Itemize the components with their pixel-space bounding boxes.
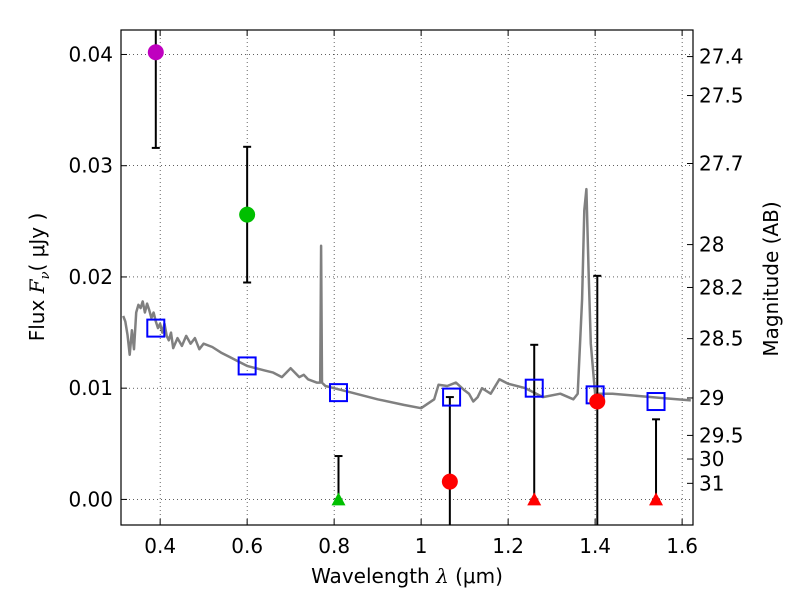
x-tick-label: 1.2 (492, 534, 524, 558)
grid-lines (121, 30, 693, 525)
sed-model-line (122, 187, 691, 410)
axis-ticks: 0.4 0.6 0.8 1 1.2 1.4 1.6 0.00 0.01 0.02 0.03 0.04 2… (68, 30, 744, 558)
x-tick-label: 1.6 (666, 534, 698, 558)
mag-tick-label: 28 (699, 233, 724, 257)
y-tick-label: 0.03 (68, 154, 113, 178)
mag-tick-label: 31 (699, 471, 724, 495)
model-photometry-square (146, 318, 166, 338)
x-tick-label: 0.4 (144, 534, 176, 558)
y-axis-title-text: Flux (25, 300, 49, 342)
mag-tick-label: 29 (699, 386, 724, 410)
y-tick-label: 0.02 (68, 265, 113, 289)
detection-point (239, 206, 256, 223)
detection-point (147, 44, 164, 61)
model-photometry-square (237, 356, 257, 376)
upper-limit-marker (331, 492, 346, 506)
model-photometry-square (442, 387, 462, 407)
x-tick-label: 1.4 (579, 534, 611, 558)
upper-limit-marker (649, 492, 664, 506)
y-tick-label: 0.00 (68, 487, 113, 511)
y-axis-symbol: F (25, 278, 49, 294)
x-axis-title-text: Wavelength (311, 564, 430, 588)
mag-tick-label: 29.5 (699, 423, 744, 447)
plot-frame (120, 29, 694, 526)
x-tick-label: 0.8 (318, 534, 350, 558)
mag-tick-label: 27.5 (699, 84, 744, 108)
x-tick-label: 0.6 (231, 534, 263, 558)
y-axis-title: Flux Fν( μJy ) (25, 213, 53, 342)
upper-limit-markers (331, 492, 664, 506)
model-photometry-square (328, 383, 348, 403)
mag-tick-label: 28.5 (699, 327, 744, 351)
detection-point (589, 393, 606, 410)
x-axis-symbol: λ (435, 564, 449, 588)
y-axis-unit: ( μJy ) (25, 213, 49, 272)
mag-tick-label: 27.7 (699, 151, 744, 175)
y-tick-label: 0.04 (68, 42, 113, 66)
mag-tick-label: 27.4 (699, 45, 744, 69)
plot-area (122, 30, 691, 525)
mag-tick-label: 30 (699, 447, 724, 471)
model-photometry-square (646, 392, 666, 412)
y-axis-subscript: ν (38, 271, 53, 279)
detection-markers (147, 44, 606, 490)
x-axis-unit: (μm) (455, 564, 503, 588)
y-tick-label: 0.01 (68, 376, 113, 400)
x-axis-title: Wavelength λ (μm) (311, 564, 503, 588)
model-photometry-square (524, 378, 544, 398)
mag-tick-label: 28.2 (699, 275, 744, 299)
model-photometry-markers (146, 318, 666, 412)
y2-axis-title: Magnitude (AB) (759, 201, 783, 356)
upper-limit-marker (527, 492, 542, 506)
detection-point (441, 473, 458, 490)
x-tick-label: 1 (415, 534, 428, 558)
